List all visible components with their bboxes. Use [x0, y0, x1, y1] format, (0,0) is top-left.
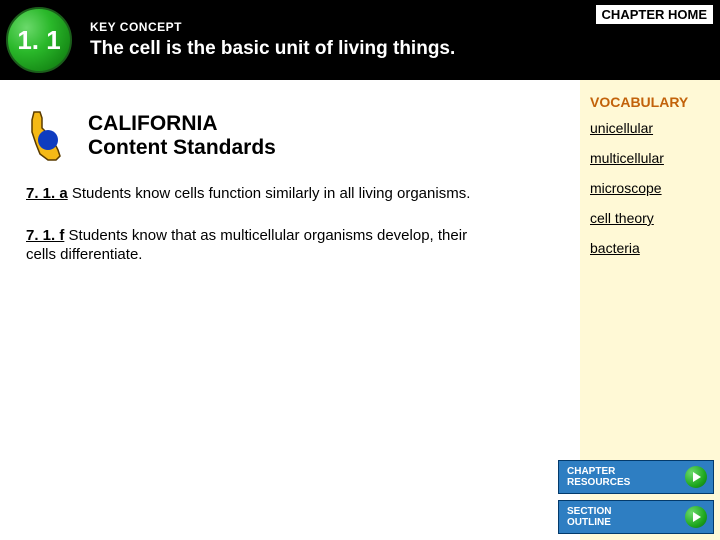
vocabulary-title: VOCABULARY [590, 94, 710, 110]
section-outline-label: SECTION OUTLINE [567, 506, 685, 528]
vocab-link-multicellular[interactable]: multicellular [590, 150, 710, 166]
standard-code: 7. 1. a [26, 185, 68, 202]
california-title-line2: Content Standards [88, 136, 276, 159]
section-badge: 1. 1 [6, 7, 72, 73]
main-column: CALIFORNIA Content Standards 7. 1. a Stu… [0, 80, 580, 540]
standard-code: 7. 1. f [26, 227, 64, 244]
standard-item: 7. 1. f Students know that as multicellu… [26, 226, 496, 265]
section-outline-button[interactable]: SECTION OUTLINE [558, 500, 714, 534]
vocab-link-microscope[interactable]: microscope [590, 180, 710, 196]
header-text-block: KEY CONCEPT The cell is the basic unit o… [90, 20, 455, 60]
standard-text: Students know cells function similarly i… [68, 185, 471, 202]
key-concept-text: The cell is the basic unit of living thi… [90, 38, 455, 60]
california-title: CALIFORNIA Content Standards [88, 112, 276, 160]
section-number: 1. 1 [6, 7, 72, 73]
standard-item: 7. 1. a Students know cells function sim… [26, 184, 496, 204]
key-concept-label: KEY CONCEPT [90, 20, 455, 34]
play-icon [685, 466, 707, 488]
vocab-link-bacteria[interactable]: bacteria [590, 240, 710, 256]
bottom-nav: CHAPTER RESOURCES SECTION OUTLINE [558, 460, 714, 534]
vocab-link-cell-theory[interactable]: cell theory [590, 210, 710, 226]
california-title-line1: CALIFORNIA [88, 112, 218, 135]
chapter-resources-label: CHAPTER RESOURCES [567, 466, 685, 488]
california-header-row: CALIFORNIA Content Standards [26, 110, 560, 162]
play-icon [685, 506, 707, 528]
header-bar: 1. 1 KEY CONCEPT The cell is the basic u… [0, 0, 720, 80]
chapter-home-button[interactable]: CHAPTER HOME [595, 4, 714, 25]
standard-text: Students know that as multicellular orga… [26, 227, 467, 264]
california-icon [26, 110, 72, 162]
vocab-link-unicellular[interactable]: unicellular [590, 120, 710, 136]
chapter-resources-button[interactable]: CHAPTER RESOURCES [558, 460, 714, 494]
